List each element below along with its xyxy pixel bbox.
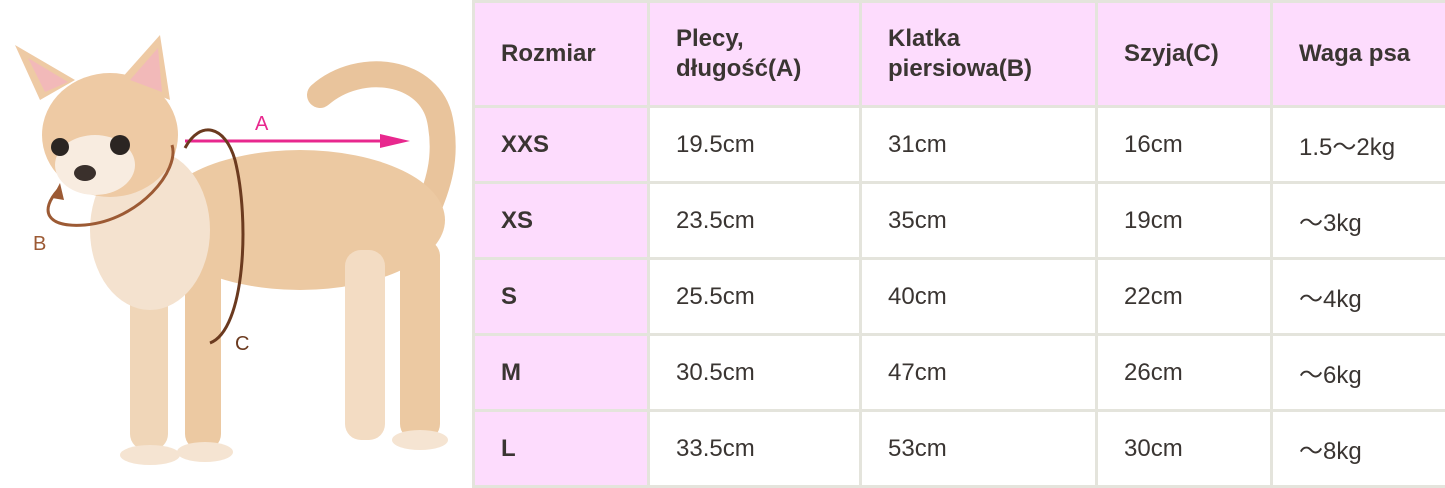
header-size: Rozmiar [474, 2, 649, 107]
table-row: XXS 19.5cm 31cm 16cm 1.5～2kg [474, 107, 1445, 183]
header-back-length: Plecy, długość(A) [649, 2, 861, 107]
neck-cell: 16cm [1097, 107, 1272, 183]
dog-measurement-diagram: A B C [0, 0, 470, 485]
chest-cell: 31cm [861, 107, 1097, 183]
measure-arrow-a: A [185, 113, 410, 148]
back-length-cell: 23.5cm [649, 183, 861, 259]
table-row: XS 23.5cm 35cm 19cm ～3kg [474, 183, 1445, 259]
dog-illustration [15, 35, 448, 465]
header-chest: Klatka piersiowa(B) [861, 2, 1097, 107]
chest-cell: 47cm [861, 335, 1097, 411]
back-length-cell: 33.5cm [649, 411, 861, 487]
back-length-cell: 30.5cm [649, 335, 861, 411]
table-row: S 25.5cm 40cm 22cm ～4kg [474, 259, 1445, 335]
neck-cell: 26cm [1097, 335, 1272, 411]
table-row: M 30.5cm 47cm 26cm ～6kg [474, 335, 1445, 411]
size-cell: S [474, 259, 649, 335]
size-chart-table: Rozmiar Plecy, długość(A) Klatka piersio… [472, 0, 1445, 488]
chest-cell: 53cm [861, 411, 1097, 487]
size-cell: XXS [474, 107, 649, 183]
header-weight: Waga psa [1272, 2, 1445, 107]
size-cell: L [474, 411, 649, 487]
label-a: A [255, 113, 269, 135]
back-length-cell: 19.5cm [649, 107, 861, 183]
chest-cell: 35cm [861, 183, 1097, 259]
weight-cell: ～3kg [1272, 183, 1445, 259]
neck-cell: 19cm [1097, 183, 1272, 259]
label-b: B [33, 233, 46, 255]
size-cell: M [474, 335, 649, 411]
size-cell: XS [474, 183, 649, 259]
table-row: L 33.5cm 53cm 30cm ～8kg [474, 411, 1445, 487]
header-neck: Szyja(C) [1097, 2, 1272, 107]
neck-cell: 30cm [1097, 411, 1272, 487]
neck-cell: 22cm [1097, 259, 1272, 335]
chest-cell: 40cm [861, 259, 1097, 335]
label-c: C [235, 333, 249, 355]
weight-cell: ～6kg [1272, 335, 1445, 411]
header-row: Rozmiar Plecy, długość(A) Klatka piersio… [474, 2, 1445, 107]
weight-cell: ～8kg [1272, 411, 1445, 487]
weight-cell: ～4kg [1272, 259, 1445, 335]
weight-cell: 1.5～2kg [1272, 107, 1445, 183]
back-length-cell: 25.5cm [649, 259, 861, 335]
